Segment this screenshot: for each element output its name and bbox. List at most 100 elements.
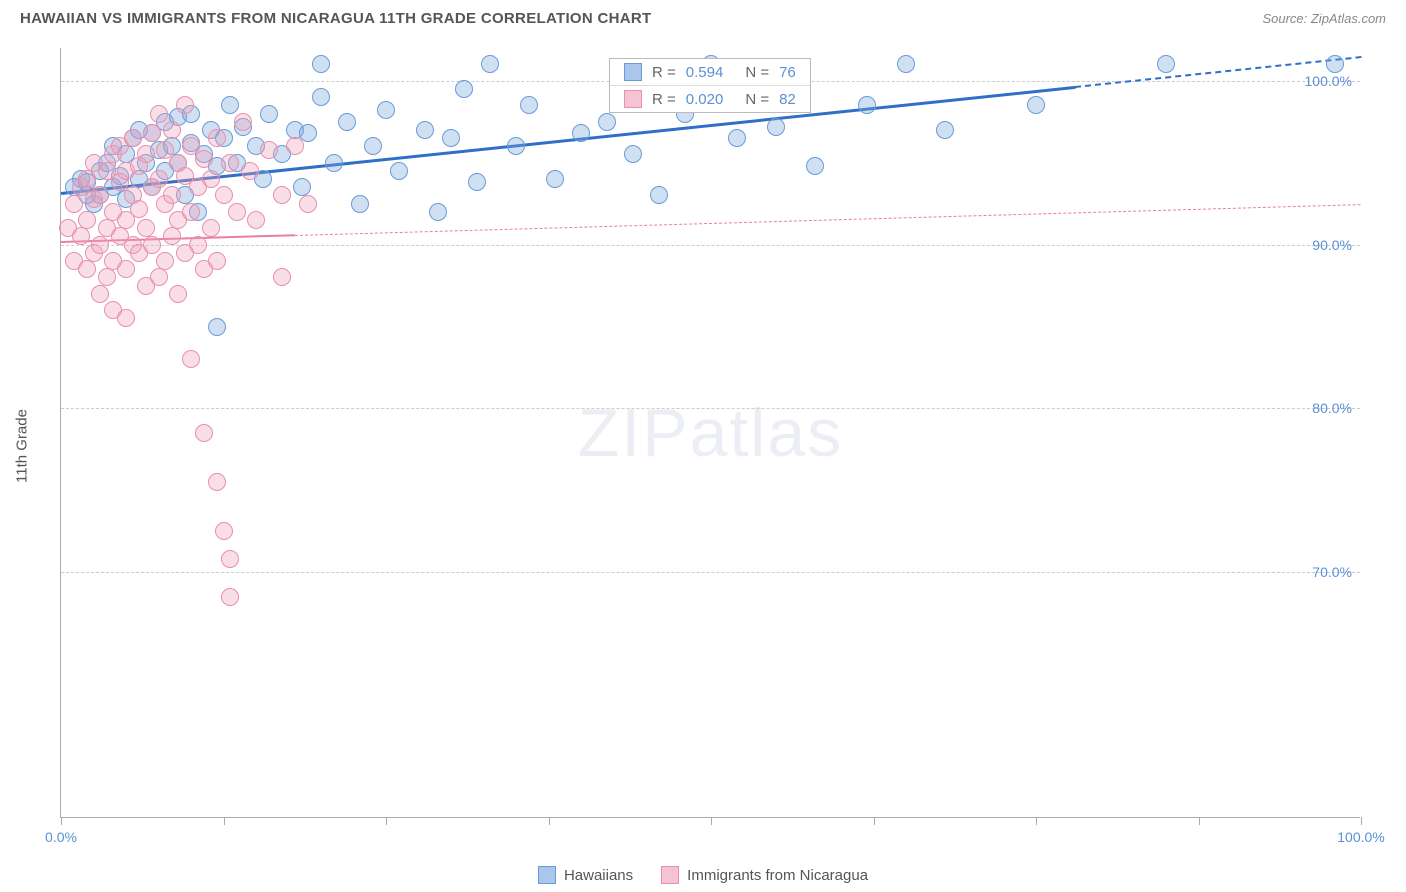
data-point (299, 195, 317, 213)
data-point (124, 129, 142, 147)
y-tick-label: 70.0% (1312, 564, 1352, 580)
data-point (546, 170, 564, 188)
x-tick (386, 817, 387, 825)
data-point (182, 203, 200, 221)
data-point (468, 173, 486, 191)
legend-bottom: Hawaiians Immigrants from Nicaragua (0, 866, 1406, 884)
x-tick (874, 817, 875, 825)
x-tick-label: 100.0% (1337, 829, 1384, 845)
data-point (312, 55, 330, 73)
r-label: R = (652, 91, 676, 108)
data-point (624, 145, 642, 163)
legend-label: Hawaiians (564, 867, 633, 884)
data-point (137, 219, 155, 237)
data-point (364, 137, 382, 155)
data-point (150, 105, 168, 123)
data-point (442, 129, 460, 147)
y-tick-label: 90.0% (1312, 237, 1352, 253)
data-point (182, 350, 200, 368)
data-point (117, 309, 135, 327)
data-point (208, 129, 226, 147)
source-label: Source: ZipAtlas.com (1262, 11, 1386, 26)
data-point (208, 318, 226, 336)
x-tick (224, 817, 225, 825)
data-point (163, 121, 181, 139)
data-point (150, 268, 168, 286)
data-point (117, 260, 135, 278)
data-point (163, 227, 181, 245)
data-point (390, 162, 408, 180)
data-point (143, 236, 161, 254)
data-point (98, 268, 116, 286)
data-point (286, 137, 304, 155)
data-point (91, 285, 109, 303)
n-value: 82 (779, 91, 796, 108)
x-tick (549, 817, 550, 825)
x-tick (61, 817, 62, 825)
data-point (572, 124, 590, 142)
data-point (806, 157, 824, 175)
data-point (455, 80, 473, 98)
legend-item-nicaragua: Immigrants from Nicaragua (661, 866, 868, 884)
data-point (78, 260, 96, 278)
r-label: R = (652, 64, 676, 81)
data-point (163, 186, 181, 204)
data-point (143, 124, 161, 142)
n-label: N = (745, 64, 769, 81)
data-point (598, 113, 616, 131)
data-point (429, 203, 447, 221)
data-point (221, 588, 239, 606)
data-point (195, 150, 213, 168)
data-point (221, 154, 239, 172)
swatch-icon (538, 866, 556, 884)
data-point (221, 96, 239, 114)
y-tick-label: 100.0% (1305, 73, 1352, 89)
data-point (377, 101, 395, 119)
x-tick (1199, 817, 1200, 825)
data-point (202, 219, 220, 237)
data-point (176, 96, 194, 114)
data-point (338, 113, 356, 131)
data-point (273, 186, 291, 204)
swatch-icon (624, 63, 642, 81)
legend-item-hawaiians: Hawaiians (538, 866, 633, 884)
data-point (91, 186, 109, 204)
data-point (65, 195, 83, 213)
watermark: ZIPatlas (578, 394, 843, 472)
legend-row: R = 0.020N = 82 (610, 86, 810, 112)
scatter-chart: ZIPatlas 70.0%80.0%90.0%100.0%0.0%100.0%… (60, 48, 1360, 818)
data-point (273, 268, 291, 286)
gridline (61, 408, 1360, 409)
chart-title: HAWAIIAN VS IMMIGRANTS FROM NICARAGUA 11… (20, 10, 651, 27)
trend-line (295, 204, 1361, 236)
y-tick-label: 80.0% (1312, 400, 1352, 416)
data-point (858, 96, 876, 114)
data-point (221, 550, 239, 568)
data-point (767, 118, 785, 136)
data-point (728, 129, 746, 147)
data-point (215, 522, 233, 540)
data-point (481, 55, 499, 73)
data-point (650, 186, 668, 204)
data-point (936, 121, 954, 139)
data-point (520, 96, 538, 114)
data-point (189, 236, 207, 254)
data-point (91, 236, 109, 254)
x-tick-label: 0.0% (45, 829, 77, 845)
data-point (325, 154, 343, 172)
data-point (247, 211, 265, 229)
data-point (312, 88, 330, 106)
data-point (507, 137, 525, 155)
data-point (156, 252, 174, 270)
x-tick (1361, 817, 1362, 825)
swatch-icon (624, 90, 642, 108)
n-label: N = (745, 91, 769, 108)
data-point (72, 227, 90, 245)
data-point (897, 55, 915, 73)
y-axis-label: 11th Grade (14, 409, 31, 483)
r-value: 0.594 (686, 64, 724, 81)
gridline (61, 572, 1360, 573)
data-point (215, 186, 233, 204)
correlation-legend: R = 0.594N = 76R = 0.020N = 82 (609, 58, 811, 113)
data-point (202, 170, 220, 188)
